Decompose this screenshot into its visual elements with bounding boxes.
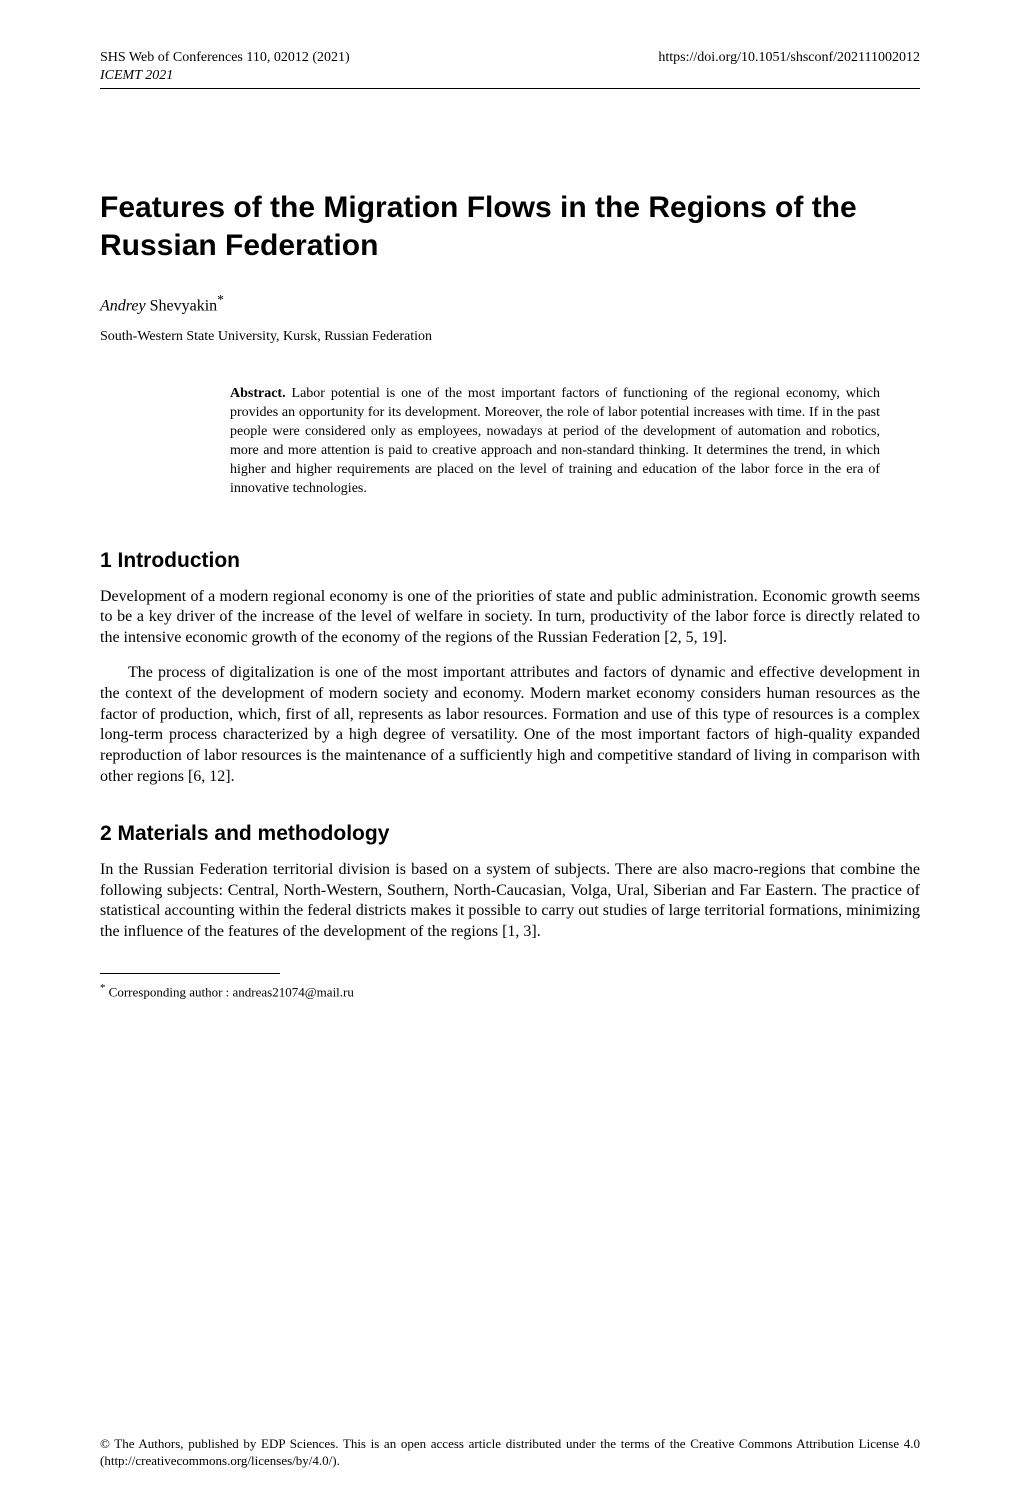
section-2-heading: 2 Materials and methodology [100,822,920,846]
journal-line: SHS Web of Conferences 110, 02012 (2021) [100,50,350,66]
affiliation: South-Western State University, Kursk, R… [100,329,920,345]
footnote: * Corresponding author : andreas21074@ma… [100,982,920,1000]
author-marker: * [217,292,224,307]
page-header: SHS Web of Conferences 110, 02012 (2021)… [100,50,920,66]
author-line: Andrey Shevyakin* [100,292,920,315]
footnote-text: Corresponding author : andreas21074@mail… [105,984,353,999]
section-1-heading: 1 Introduction [100,549,920,573]
abstract-text: Labor potential is one of the most impor… [230,386,880,495]
header-divider [100,88,920,89]
section-2-para-1: In the Russian Federation territorial di… [100,860,920,943]
author-last-name: Shevyakin [150,297,218,314]
abstract-label: Abstract. [230,386,286,401]
footnote-divider [100,973,280,974]
paper-title: Features of the Migration Flows in the R… [100,189,920,264]
conference-name: ICEMT 2021 [100,68,920,84]
license-text: © The Authors, published by EDP Sciences… [100,1436,920,1470]
section-1-para-2: The process of digitalization is one of … [100,663,920,788]
author-first-name: Andrey [100,297,146,314]
doi-link[interactable]: https://doi.org/10.1051/shsconf/20211100… [658,50,920,66]
section-1-para-1: Development of a modern regional economy… [100,587,920,649]
abstract-block: Abstract. Labor potential is one of the … [230,385,880,498]
